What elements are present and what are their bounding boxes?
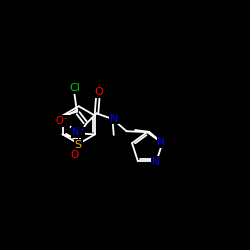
Text: O: O — [94, 87, 103, 97]
Text: S: S — [75, 140, 82, 150]
Text: Cl: Cl — [69, 83, 80, 93]
Text: N: N — [158, 137, 165, 147]
Text: O: O — [70, 150, 79, 160]
Text: O⁻: O⁻ — [56, 116, 69, 126]
Text: N: N — [110, 114, 118, 124]
Text: N: N — [152, 157, 160, 167]
Text: N⁺: N⁺ — [72, 128, 85, 138]
